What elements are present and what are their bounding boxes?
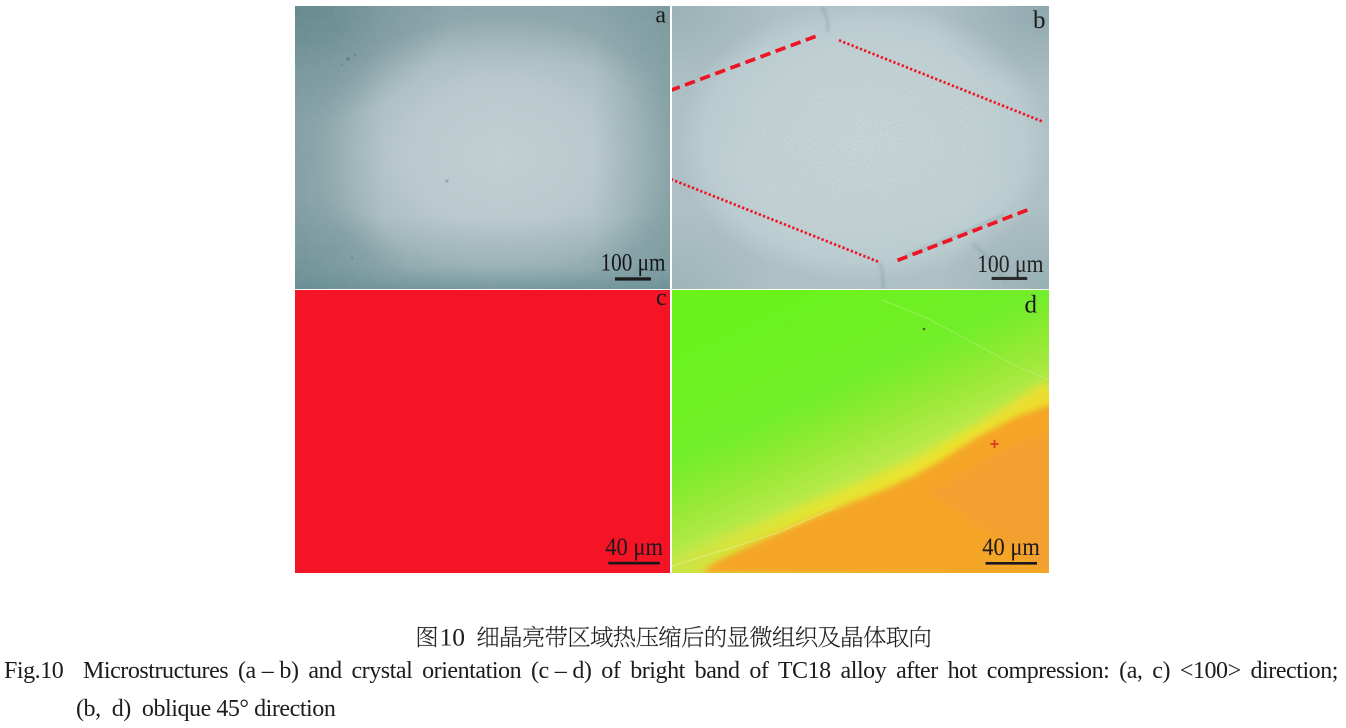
svg-text:40 μm: 40 μm xyxy=(605,533,663,560)
svg-text:b: b xyxy=(1033,7,1046,34)
svg-text:d: d xyxy=(1024,291,1037,318)
svg-text:10: 10 xyxy=(440,622,466,651)
svg-text:100 μm: 100 μm xyxy=(601,249,666,276)
svg-text:40 μm: 40 μm xyxy=(982,534,1040,561)
svg-text:100 μm: 100 μm xyxy=(977,250,1044,277)
svg-text:a: a xyxy=(655,6,666,29)
svg-text:c: c xyxy=(656,290,667,311)
